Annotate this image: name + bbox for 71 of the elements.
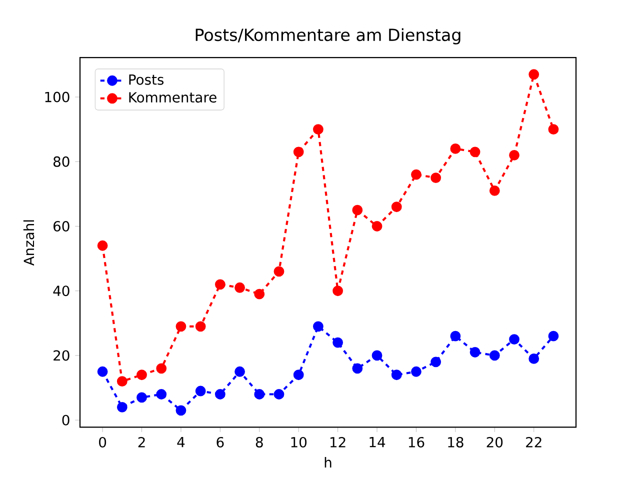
point	[116, 376, 128, 387]
point	[312, 321, 324, 332]
y-tick-label: 40	[53, 286, 70, 296]
x-tick-label: 4	[177, 436, 185, 448]
point	[548, 124, 559, 135]
point	[450, 330, 461, 342]
x-tick-label: 6	[216, 436, 224, 448]
point	[136, 392, 147, 403]
point	[430, 172, 442, 183]
y-tick-label: 80	[53, 156, 70, 167]
x-tick-label: 2	[138, 436, 145, 448]
point	[352, 363, 363, 374]
point	[274, 389, 284, 400]
point	[548, 330, 559, 342]
x-tick-label: 0	[99, 436, 106, 448]
y-tick-label: 100	[45, 92, 70, 102]
x-tick-label: 16	[408, 436, 424, 448]
point	[509, 150, 520, 160]
point	[293, 370, 304, 380]
point	[332, 286, 344, 296]
legend-label: Posts	[129, 74, 164, 85]
point	[254, 389, 265, 400]
point	[470, 347, 480, 358]
point	[274, 266, 284, 277]
point	[234, 282, 245, 293]
x-tick-label: 10	[291, 436, 307, 448]
y-axis-title: Anzahl	[23, 220, 34, 266]
point	[116, 402, 128, 412]
point	[293, 146, 304, 158]
point	[391, 202, 402, 212]
point	[195, 321, 206, 332]
point	[214, 389, 226, 400]
point	[97, 366, 108, 377]
point	[136, 370, 147, 380]
point	[411, 366, 422, 377]
point	[372, 350, 382, 361]
point	[156, 363, 167, 374]
point	[195, 386, 206, 396]
legend-label: Kommentare	[129, 92, 216, 103]
point	[489, 350, 500, 361]
point	[489, 185, 500, 196]
point	[509, 334, 520, 345]
point	[254, 288, 265, 300]
y-tick-label: 0	[62, 414, 70, 426]
point	[528, 69, 540, 80]
y-tick-label: 60	[54, 220, 70, 232]
point	[176, 321, 186, 332]
point	[97, 240, 108, 251]
point	[176, 405, 186, 416]
x-tick-label: 12	[330, 436, 346, 448]
point	[450, 143, 461, 154]
x-tick-label: 20	[486, 436, 503, 448]
x-tick-label: 18	[448, 436, 464, 448]
point	[391, 370, 402, 380]
point	[156, 389, 167, 400]
point	[332, 337, 344, 348]
point	[352, 204, 363, 216]
chart-title: Posts/Kommentare am Dienstag	[196, 28, 460, 44]
point	[430, 356, 442, 368]
point	[372, 221, 382, 232]
x-tick-label: 14	[370, 436, 386, 448]
point	[214, 279, 226, 290]
point	[234, 366, 245, 377]
point	[528, 353, 540, 364]
x-tick-label: 8	[256, 436, 263, 448]
y-tick-label: 20	[54, 350, 70, 361]
point	[470, 146, 480, 158]
point	[411, 169, 422, 180]
x-axis-title: h	[324, 456, 332, 468]
x-tick-label: 22	[526, 436, 542, 448]
point	[312, 124, 324, 135]
